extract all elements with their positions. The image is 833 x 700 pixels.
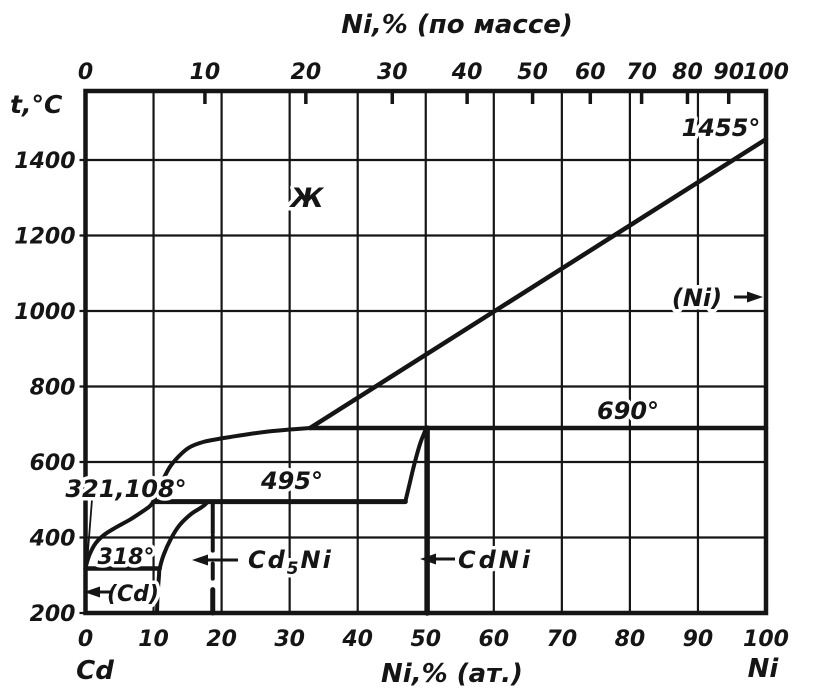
top-tick-label-50: 50 [517,60,548,85]
y-axis-ticks: 200 400 600 800 1000 1200 1400 [14,149,75,627]
y-axis-title: t,°C [10,90,63,119]
top-tick-label-20: 20 [291,60,322,85]
cdni-left-boundary [403,426,429,504]
y-tick-label-1000: 1000 [14,300,75,325]
label-cdni: CdNi [458,546,533,574]
top-tick-label-30: 30 [377,60,408,85]
arrow-ni-head [747,291,763,303]
annotation-arrows [84,291,763,598]
bottom-tick-label-50: 50 [410,627,441,652]
label-cd5ni: Cd5Ni [248,546,333,578]
bottom-tick-label-40: 40 [341,627,373,652]
top-axis-ticks: 0 10 20 30 40 50 60 70 80 90 100 [78,60,789,104]
label-cd-solid: (Cd) [107,582,159,607]
label-liquid-zh: Ж [288,183,324,214]
top-tick-label-0: 0 [78,60,93,85]
element-label-ni: Ni [748,654,780,684]
y-tick-label-400: 400 [29,527,76,552]
label-690: 690° [597,397,659,425]
top-axis-title: Ni,% (по массе) [341,10,573,40]
element-label-cd: Cd [76,656,114,686]
liquidus-mid [151,426,313,504]
liquidus-cd-side [83,499,156,570]
bottom-axis-ticks: 0 10 20 30 40 50 60 70 80 90 100 [78,627,789,652]
plot-frame [83,88,769,616]
bottom-tick-label-60: 60 [478,627,509,652]
bottom-tick-label-100: 100 [743,627,789,652]
arrow-cd-head [84,586,100,598]
leader-321-108 [86,499,93,565]
annotations: 1455° Ж (Ni) 690° 495° 321,108° 318° (Cd) Cd5Ni C… [62,111,764,611]
label-ni-solid: (Ni) [672,284,722,312]
label-1455: 1455° [682,114,761,142]
arrow-cd5ni-head [192,554,208,566]
y-tick-label-600: 600 [30,451,76,476]
top-tick-label-100: 100 [743,60,789,85]
y-tick-label-200: 200 [30,602,76,627]
label-495: 495° [260,467,323,495]
bottom-tick-label-20: 20 [206,627,237,652]
arrow-cdni-head [420,553,436,565]
bottom-tick-label-80: 80 [615,627,646,652]
top-tick-label-10: 10 [190,60,221,85]
y-tick-label-1400: 1400 [14,149,75,174]
gridlines [79,91,768,615]
liquidus-ni-line [307,136,769,431]
bottom-tick-label-90: 90 [683,627,714,652]
bottom-tick-label-0: 0 [78,627,93,652]
bottom-tick-label-70: 70 [547,627,578,652]
top-tick-label-90: 90 [713,60,744,85]
y-tick-label-1200: 1200 [14,225,75,250]
y-tick-label-800: 800 [30,376,76,401]
axis-titles: Ni,% (по массе)t,°CNi,% (ат.)Cd Ni [10,10,779,689]
bottom-axis-title: Ni,% (ат.) [381,659,523,689]
label-318: 318° [98,545,155,570]
cd5ni-solvus [154,499,210,615]
top-tick-label-80: 80 [672,60,703,85]
top-tick-label-70: 70 [626,60,657,85]
bottom-tick-label-10: 10 [138,627,169,652]
top-tick-label-40: 40 [451,60,483,85]
bottom-tick-label-30: 30 [274,627,305,652]
top-tick-label-60: 60 [575,60,606,85]
phase-boundaries [83,136,769,616]
label-321-108: 321,108° [65,475,186,503]
